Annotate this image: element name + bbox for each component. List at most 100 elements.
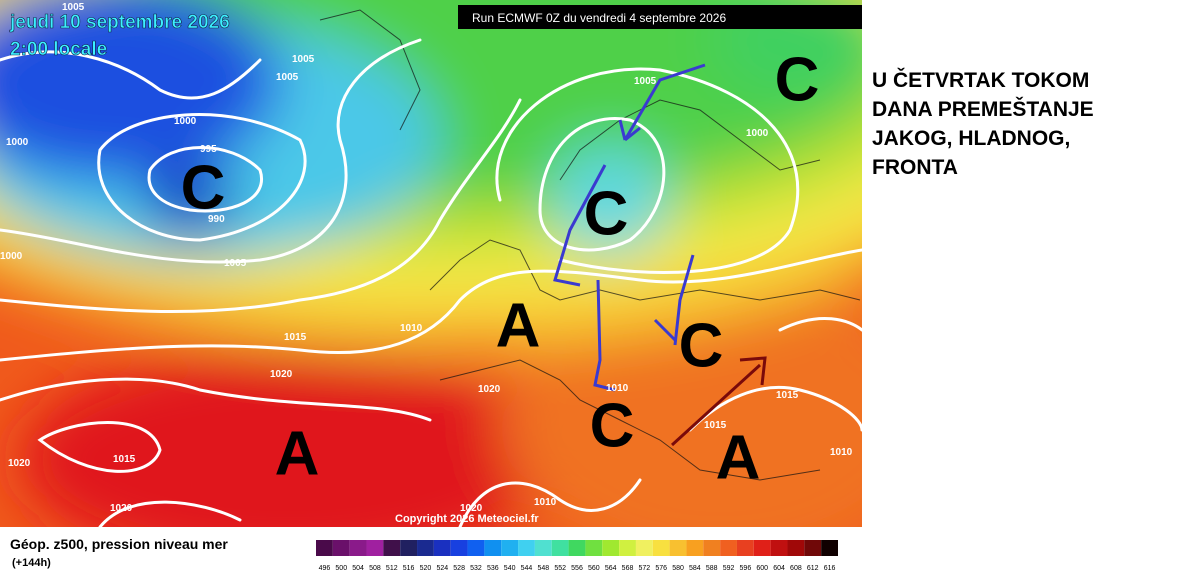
legend-swatch: [433, 540, 451, 556]
isobar-label: 1010: [830, 447, 853, 458]
run-bar: [458, 5, 862, 29]
legend-swatch: [619, 540, 636, 556]
legend-label: 552: [554, 565, 566, 572]
legend-label: 616: [824, 565, 836, 572]
legend-swatch: [316, 540, 333, 556]
legend-swatch: [770, 540, 788, 556]
isobar-label: 1020: [460, 503, 483, 514]
note-line: U ČETVRTAK TOKOM: [872, 69, 1090, 92]
legend-swatch: [787, 540, 805, 556]
legend-label: 580: [672, 565, 684, 572]
legend-label: 612: [807, 565, 819, 572]
legend-swatch: [417, 540, 434, 556]
legend-label: 604: [773, 565, 785, 572]
legend-label: 572: [639, 565, 651, 572]
isobar-label: 1005: [292, 54, 315, 65]
legend-swatch: [720, 540, 737, 556]
pressure-center: C: [590, 391, 635, 460]
legend-swatch: [518, 540, 535, 556]
legend-label: 512: [386, 565, 398, 572]
isobar-label: 1015: [284, 332, 307, 343]
isobar-label: 1000: [174, 116, 197, 127]
isobar-label: 990: [208, 214, 225, 225]
pressure-center: A: [275, 419, 320, 488]
legend-swatch: [736, 540, 754, 556]
note-line: FRONTA: [872, 156, 958, 179]
pressure-center: A: [716, 423, 761, 492]
legend-label: 544: [521, 565, 533, 572]
legend-label: 524: [436, 565, 448, 572]
isobar-label: 1000: [0, 251, 23, 262]
legend-swatch: [568, 540, 586, 556]
legend-label: 584: [689, 565, 701, 572]
legend-label: 592: [723, 565, 735, 572]
legend-title: Géop. z500, pression niveau mer: [10, 536, 228, 552]
legend-swatch: [501, 540, 519, 556]
isobar-label: 1010: [534, 497, 557, 508]
legend-swatch: [383, 540, 401, 556]
forecast-time: 2:00 locale: [10, 39, 107, 60]
legend-swatch: [450, 540, 468, 556]
legend-label: 588: [706, 565, 718, 572]
legend-swatch: [635, 540, 653, 556]
note-line: DANA PREMEŠTANJE: [872, 98, 1094, 121]
isobar-label: 1015: [776, 390, 799, 401]
isobar-label: 1010: [400, 323, 423, 334]
legend-label: 500: [335, 565, 347, 572]
legend-label: 520: [420, 565, 432, 572]
legend-swatch: [652, 540, 670, 556]
note-line: JAKOG, HLADNOG,: [872, 127, 1071, 150]
isobar-label: 1015: [113, 454, 136, 465]
forecast-date: jeudi 10 septembre 2026: [9, 12, 230, 33]
legend-label: 540: [504, 565, 516, 572]
legend-swatch: [332, 540, 350, 556]
field: [0, 0, 862, 527]
copyright: Copyright 2026 Meteociel.fr: [395, 513, 539, 525]
legend-swatch: [703, 540, 721, 556]
isobar-label: 1020: [110, 503, 133, 514]
legend-label: 528: [453, 565, 465, 572]
legend-swatch: [686, 540, 704, 556]
legend-label: 496: [319, 565, 331, 572]
legend-label: 536: [487, 565, 499, 572]
legend-swatch: [804, 540, 822, 556]
overlay: 1005 1005 1005 1000 1000 995 990 1000 1005 1005 10…: [0, 2, 853, 514]
isobar-label: 1015: [704, 420, 727, 431]
legend-label: 560: [588, 565, 600, 572]
legend-label: 568: [622, 565, 634, 572]
run-info: Run ECMWF 0Z du vendredi 4 septembre 202…: [472, 11, 726, 25]
legend-label: 504: [352, 565, 364, 572]
isobar-label: 1020: [8, 458, 31, 469]
legend-label: 532: [470, 565, 482, 572]
pressure-center: A: [496, 291, 541, 360]
isobar-label: 1010: [606, 383, 629, 394]
legend-swatch: [400, 540, 418, 556]
pressure-center: C: [775, 45, 820, 114]
isobar-label: 1005: [224, 258, 247, 269]
note: U ČETVRTAK TOKOM DANA PREMEŠTANJE JAKOG, H…: [872, 66, 1094, 182]
legend-swatch: [753, 540, 771, 556]
isobar-label: 1005: [62, 2, 85, 13]
isobar-label: 995: [200, 144, 217, 155]
legend-swatch: [669, 540, 687, 556]
isobar-label: 1000: [746, 128, 769, 139]
legend-swatch: [585, 540, 603, 556]
legend-label: 608: [790, 565, 802, 572]
legend-swatch: [821, 540, 838, 556]
legend-label: 596: [740, 565, 752, 572]
isobar-label: 1000: [6, 137, 29, 148]
pressure-center: C: [679, 311, 724, 380]
isobar-label: 1020: [270, 369, 293, 380]
legend-label: 564: [605, 565, 617, 572]
pressure-center: C: [181, 153, 226, 222]
legend-swatch: [534, 540, 552, 556]
isobar-label: 1020: [478, 384, 501, 395]
legend-label: 548: [537, 565, 549, 572]
isobar-label: 1005: [634, 76, 657, 87]
legend-label: 576: [655, 565, 667, 572]
pressure-center: C: [584, 179, 629, 248]
legend-label: 508: [369, 565, 381, 572]
legend-swatch: [349, 540, 367, 556]
legend-swatch: [467, 540, 485, 556]
